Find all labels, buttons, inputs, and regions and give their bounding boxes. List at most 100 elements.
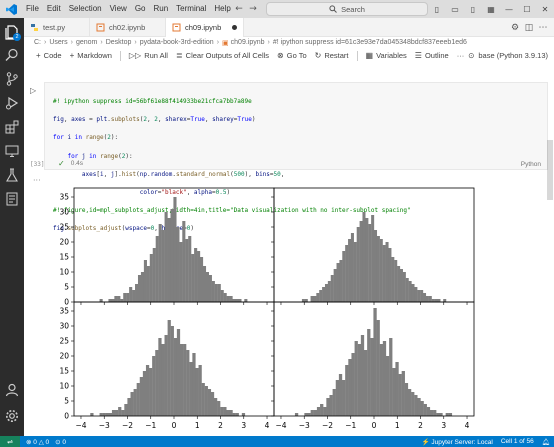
- breadcrumb-item[interactable]: genom: [75, 39, 98, 46]
- kernel-picker[interactable]: ⊙ base (Python 3.9.13): [468, 48, 548, 63]
- menu-file[interactable]: File: [26, 4, 39, 13]
- remote-explorer-icon[interactable]: [4, 143, 20, 159]
- code-line: fig, axes = plt.subplots(2, 2, sharex=Tr…: [53, 116, 256, 124]
- add-code-cell-button[interactable]: + Code: [36, 51, 62, 60]
- histogram-bar: [210, 392, 215, 416]
- layout-and-window-controls: ▯ ▭ ▯ ▦ — ☐ ✕: [428, 0, 554, 18]
- menu-terminal[interactable]: Terminal: [176, 4, 207, 13]
- cell-language-label[interactable]: Python: [520, 161, 541, 168]
- breadcrumb-item[interactable]: C:: [34, 39, 41, 46]
- tab-ch09-ipynb[interactable]: ch09.ipynb: [166, 18, 244, 37]
- histogram-bar: [307, 413, 311, 416]
- breadcrumb-item[interactable]: ch09.ipynb: [230, 39, 265, 46]
- histogram-bar: [214, 398, 218, 416]
- split-editor-icon[interactable]: ◫: [524, 22, 534, 33]
- command-center-search[interactable]: Search: [266, 2, 428, 16]
- jupyter-server-status[interactable]: ⚡ Jupyter Server: Local: [422, 438, 493, 446]
- manage-gear-icon[interactable]: [4, 408, 20, 424]
- toggle-panel-icon[interactable]: ▭: [451, 4, 459, 14]
- add-markdown-cell-button[interactable]: + Markdown: [70, 51, 112, 60]
- breadcrumb-item[interactable]: #! ipython suppress id=61c3e93e7da045348…: [272, 39, 467, 46]
- unsaved-dot-icon[interactable]: [232, 25, 237, 30]
- toggle-primary-sidebar-icon[interactable]: ▯: [434, 4, 440, 14]
- source-control-icon[interactable]: [4, 71, 20, 87]
- maximize-icon[interactable]: ☐: [523, 4, 531, 14]
- restart-button[interactable]: ↻ Restart: [315, 51, 349, 60]
- histogram-bar: [439, 413, 443, 416]
- customize-layout-icon[interactable]: ▦: [487, 4, 495, 14]
- run-all-button[interactable]: ▷▷ Run All: [129, 51, 168, 60]
- output-menu-icon[interactable]: ···: [33, 176, 41, 185]
- x-tick-label: 0: [172, 421, 177, 430]
- notifications-bell-icon[interactable]: 🔔︎: [541, 438, 550, 446]
- breadcrumb-item[interactable]: Desktop: [105, 39, 132, 46]
- code-lines: #! ipython suppress id=56bf61e88f414933b…: [53, 88, 411, 252]
- histogram-bar: [136, 383, 140, 416]
- forward-arrow-icon[interactable]: →: [249, 4, 257, 14]
- histogram-bar: [350, 233, 354, 302]
- menu-run[interactable]: Run: [153, 4, 169, 13]
- back-arrow-icon[interactable]: ←: [235, 4, 243, 14]
- activity-bar: 2: [0, 18, 24, 436]
- search-view-icon[interactable]: [4, 47, 20, 63]
- breadcrumb-item[interactable]: Users: [49, 39, 68, 46]
- scrollbar-thumb[interactable]: [547, 140, 553, 200]
- x-tick-label: 1: [395, 421, 400, 430]
- menu-edit[interactable]: Edit: [46, 4, 61, 13]
- code-line: #! ipython suppress id=56bf61e88f414933b…: [53, 97, 411, 106]
- ports-count: 0: [62, 438, 67, 446]
- tab-test-py[interactable]: test.py: [24, 18, 90, 37]
- menu-selection[interactable]: Selection: [68, 4, 102, 13]
- x-tick-label: 3: [441, 421, 446, 430]
- problems-status[interactable]: ⊗ 0 △ 0: [26, 438, 49, 446]
- y-tick-label: 20: [60, 352, 69, 361]
- remote-indicator-icon[interactable]: ⇌: [0, 436, 20, 447]
- histogram-bar: [342, 251, 346, 302]
- code-cell-editor[interactable]: #! ipython suppress id=56bf61e88f414933b…: [44, 82, 548, 232]
- go-to-button[interactable]: ⊗ Go To: [277, 51, 307, 60]
- more-actions-icon[interactable]: ⋯: [538, 22, 548, 33]
- explorer-icon[interactable]: 2: [4, 24, 21, 41]
- extensions-icon[interactable]: [4, 119, 20, 135]
- clear-outputs-button[interactable]: ≣ Clear Outputs of All Cells: [176, 51, 269, 60]
- testing-icon[interactable]: [4, 167, 20, 183]
- histogram-bar: [329, 395, 333, 416]
- tab-ch02-ipynb[interactable]: ch02.ipynb: [90, 18, 166, 37]
- run-and-debug-icon[interactable]: [4, 95, 20, 111]
- execute-cell-icon[interactable]: ▷: [30, 86, 37, 95]
- minimize-icon[interactable]: —: [505, 4, 513, 14]
- code-line: #! figure,id=mpl_subplots_adjust,width=4…: [53, 206, 411, 215]
- histogram-bar: [359, 221, 363, 302]
- outline-button[interactable]: ☰ Outline: [415, 51, 449, 60]
- editor-scrollbar[interactable]: [546, 72, 554, 436]
- toolbar-more-button[interactable]: ···: [457, 51, 465, 60]
- y-tick-label: 15: [60, 253, 69, 262]
- histogram-bar: [137, 275, 142, 302]
- histogram-bar: [167, 320, 171, 416]
- menu-go[interactable]: Go: [134, 4, 146, 13]
- histogram-bar: [191, 254, 195, 302]
- toggle-secondary-sidebar-icon[interactable]: ▯: [470, 4, 476, 14]
- ports-icon: ⊙: [55, 438, 61, 446]
- accounts-icon[interactable]: [4, 382, 20, 398]
- gear-icon[interactable]: ⚙: [510, 22, 520, 33]
- histogram-bar: [373, 308, 377, 416]
- x-tick-label: −1: [145, 421, 156, 430]
- histogram-bar: [102, 413, 106, 416]
- variables-button[interactable]: ▦ Variables: [366, 51, 407, 60]
- histogram-bar: [429, 410, 434, 416]
- close-icon[interactable]: ✕: [541, 4, 549, 14]
- histogram-bar: [388, 248, 392, 302]
- histogram-bar: [220, 290, 224, 302]
- histogram-bar: [310, 296, 314, 302]
- toolbar-label: Code: [43, 51, 62, 60]
- cell-position-status[interactable]: Cell 1 of 56: [500, 438, 534, 445]
- histogram-bar: [130, 392, 134, 416]
- menu-view[interactable]: View: [109, 4, 127, 13]
- ports-status[interactable]: ⊙ 0: [55, 438, 66, 446]
- breadcrumb-item[interactable]: pydata-book-3rd-edition: [139, 39, 214, 46]
- histogram-bar: [232, 413, 236, 416]
- histogram-bar: [423, 404, 427, 416]
- jupyter-icon[interactable]: [4, 191, 20, 207]
- menu-help[interactable]: Help: [214, 4, 231, 13]
